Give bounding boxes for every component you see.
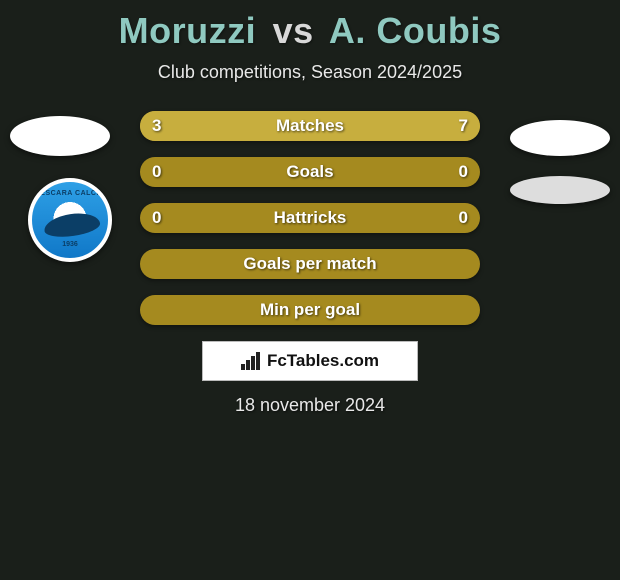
- badge-year: 1936: [32, 241, 108, 248]
- stat-row: Goals0 0: [140, 157, 480, 187]
- player1-club-badge: PESCARA CALCIO 1936: [28, 178, 112, 262]
- stat-rows: Matches37Goals00Hattricks00Goals per mat…: [140, 111, 480, 325]
- player1-avatar-placeholder: [10, 116, 110, 156]
- player2-avatar-placeholder: [510, 120, 610, 156]
- vs-label: vs: [273, 10, 314, 51]
- stat-label: Hattricks: [140, 203, 480, 233]
- stat-label: Goals per match: [140, 249, 480, 279]
- dolphin-icon: [43, 210, 102, 240]
- stat-row: Goals per match: [140, 249, 480, 279]
- stat-label: Matches: [140, 111, 480, 141]
- player1-name: Moruzzi: [119, 10, 256, 51]
- stat-value-right: 0: [459, 157, 468, 187]
- stat-label: Min per goal: [140, 295, 480, 325]
- subtitle: Club competitions, Season 2024/2025: [0, 62, 620, 83]
- pescara-badge-icon: PESCARA CALCIO 1936: [28, 178, 112, 262]
- stat-value-right: 7: [459, 111, 468, 141]
- stat-row: Hattricks0 0: [140, 203, 480, 233]
- stat-value-left: 3: [152, 111, 161, 141]
- stat-value-right: 0: [459, 203, 468, 233]
- stat-value-left: 0: [152, 203, 161, 233]
- stat-value-left: 0: [152, 157, 161, 187]
- date-stamp: 18 november 2024: [0, 395, 620, 416]
- badge-top-text: PESCARA CALCIO: [32, 190, 108, 197]
- brand-box: FcTables.com: [202, 341, 418, 381]
- comparison-title: Moruzzi vs A. Coubis: [0, 0, 620, 52]
- stat-row: Matches3 7: [140, 111, 480, 141]
- brand-text: FcTables.com: [267, 351, 379, 371]
- stat-label: Goals: [140, 157, 480, 187]
- bar-chart-icon: [241, 352, 263, 370]
- player2-name: A. Coubis: [329, 10, 502, 51]
- player2-club-badge-placeholder: [510, 176, 610, 204]
- stat-row: Min per goal: [140, 295, 480, 325]
